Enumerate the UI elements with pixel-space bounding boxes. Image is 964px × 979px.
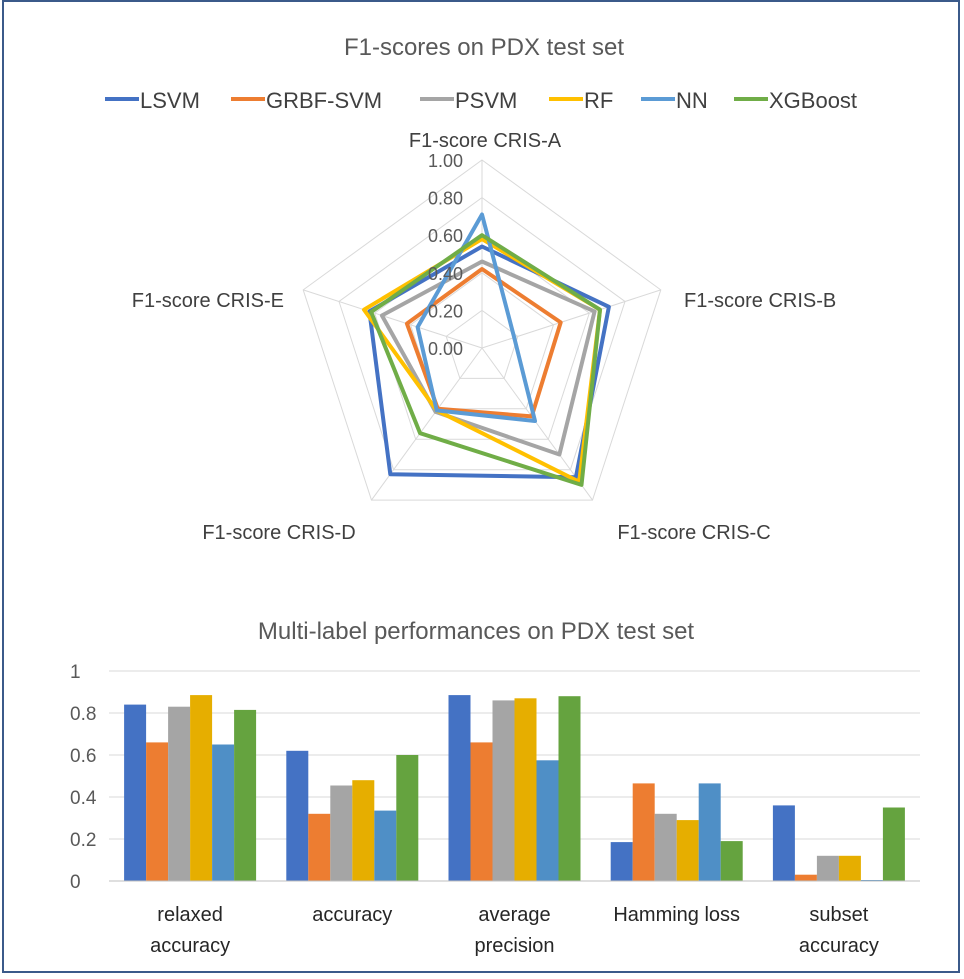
bar-relaxed-accuracy-nn bbox=[212, 744, 235, 881]
bar-category-label: accuracy bbox=[150, 935, 230, 957]
legend-label-lsvm: LSVM bbox=[140, 88, 200, 113]
radar-tick-label: 0.40 bbox=[428, 264, 463, 284]
bar-accuracy-psvm bbox=[330, 785, 353, 881]
bar-category-label: average bbox=[478, 904, 550, 926]
radar-axis-label-f1-score-cris-c: F1-score CRIS-C bbox=[617, 522, 770, 544]
bar-y-tick-label: 0.4 bbox=[70, 788, 97, 809]
bar-relaxed-accuracy-xgboost bbox=[234, 709, 257, 881]
legend-label-grbf-svm: GRBF-SVM bbox=[266, 88, 382, 113]
bar-hamming-loss-nn bbox=[698, 783, 721, 881]
bar-y-tick-label: 0.6 bbox=[70, 746, 96, 767]
bar-chart-title: Multi-label performances on PDX test set bbox=[258, 618, 695, 645]
bar-category-label: relaxed bbox=[157, 904, 223, 926]
radar-series-xgboost bbox=[369, 233, 602, 487]
radar-axis-label-f1-score-cris-e: F1-score CRIS-E bbox=[132, 290, 284, 312]
bar-accuracy-grbf-svm bbox=[308, 813, 331, 881]
radar-grid-ring bbox=[338, 196, 626, 471]
radar-grid-ring bbox=[302, 159, 662, 501]
bar-relaxed-accuracy-lsvm bbox=[124, 704, 147, 881]
bar-relaxed-accuracy-grbf-svm bbox=[146, 742, 169, 881]
radar-axis-label-f1-score-cris-d: F1-score CRIS-D bbox=[202, 522, 355, 544]
legend-label-xgboost: XGBoost bbox=[769, 88, 857, 113]
bar-category-label: accuracy bbox=[312, 904, 392, 926]
radar-tick-label: 0.60 bbox=[428, 226, 463, 246]
bar-average-precision-lsvm bbox=[448, 695, 471, 881]
bar-category-label: subset bbox=[809, 904, 868, 926]
bar-average-precision-rf bbox=[514, 698, 537, 881]
legend-label-nn: NN bbox=[676, 88, 708, 113]
radar-spoke bbox=[481, 289, 661, 349]
legend-label-rf: RF bbox=[584, 88, 613, 113]
bar-hamming-loss-rf bbox=[676, 820, 699, 881]
bar-subset-accuracy-rf bbox=[838, 855, 861, 881]
bar-hamming-loss-xgboost bbox=[720, 841, 743, 881]
radar-series-grbf-svm bbox=[404, 267, 563, 419]
bar-average-precision-xgboost bbox=[558, 696, 581, 881]
radar-series-psvm bbox=[379, 259, 597, 457]
radar-axis-label-f1-score-cris-a: F1-score CRIS-A bbox=[409, 130, 562, 152]
bar-accuracy-lsvm bbox=[286, 750, 309, 881]
bar-average-precision-psvm bbox=[492, 700, 515, 881]
radar-tick-label: 1.00 bbox=[428, 151, 463, 171]
bar-accuracy-xgboost bbox=[396, 755, 419, 881]
radar-spoke bbox=[481, 347, 593, 501]
bar-relaxed-accuracy-rf bbox=[190, 695, 213, 881]
bar-hamming-loss-grbf-svm bbox=[632, 783, 655, 881]
radar-axis-label-f1-score-cris-b: F1-score CRIS-B bbox=[684, 290, 836, 312]
radar-tick-label: 0.80 bbox=[428, 189, 463, 209]
bar-hamming-loss-psvm bbox=[654, 813, 677, 881]
bar-y-tick-label: 0.2 bbox=[70, 830, 96, 851]
bar-category-label: accuracy bbox=[799, 935, 879, 957]
legend-label-psvm: PSVM bbox=[455, 88, 517, 113]
bar-category-label: Hamming loss bbox=[613, 904, 740, 926]
radar-tick-label: 0.20 bbox=[428, 301, 463, 321]
radar-tick-label: 0.00 bbox=[428, 339, 463, 359]
bar-y-tick-label: 0 bbox=[70, 872, 81, 893]
figure-canvas: F1-scores on PDX test set LSVM GRBF-SVM PS… bbox=[70, 34, 920, 957]
bar-hamming-loss-lsvm bbox=[610, 842, 633, 881]
bar-chart: 0 0.2 0.4 0.6 0.8 1 relaxed accuracy accuracy ave… bbox=[70, 662, 920, 957]
bar-category-label: precision bbox=[474, 935, 554, 957]
bar-relaxed-accuracy-psvm bbox=[168, 706, 191, 881]
bar-y-tick-label: 0.8 bbox=[70, 704, 96, 725]
bar-y-tick-label: 1 bbox=[70, 662, 81, 683]
bar-average-precision-nn bbox=[536, 760, 559, 882]
bar-subset-accuracy-psvm bbox=[816, 855, 839, 881]
bar-subset-accuracy-grbf-svm bbox=[794, 874, 817, 881]
radar-series-nn bbox=[415, 212, 537, 423]
bar-subset-accuracy-lsvm bbox=[772, 805, 795, 881]
bar-accuracy-rf bbox=[352, 780, 375, 881]
bar-subset-accuracy-xgboost bbox=[882, 807, 905, 881]
bar-average-precision-grbf-svm bbox=[470, 742, 493, 881]
radar-spoke bbox=[303, 289, 483, 349]
bar-accuracy-nn bbox=[374, 810, 397, 881]
radar-legend: LSVM GRBF-SVM PSVM RF NN XGBoost bbox=[105, 88, 857, 113]
radar-chart-title: F1-scores on PDX test set bbox=[344, 34, 624, 61]
